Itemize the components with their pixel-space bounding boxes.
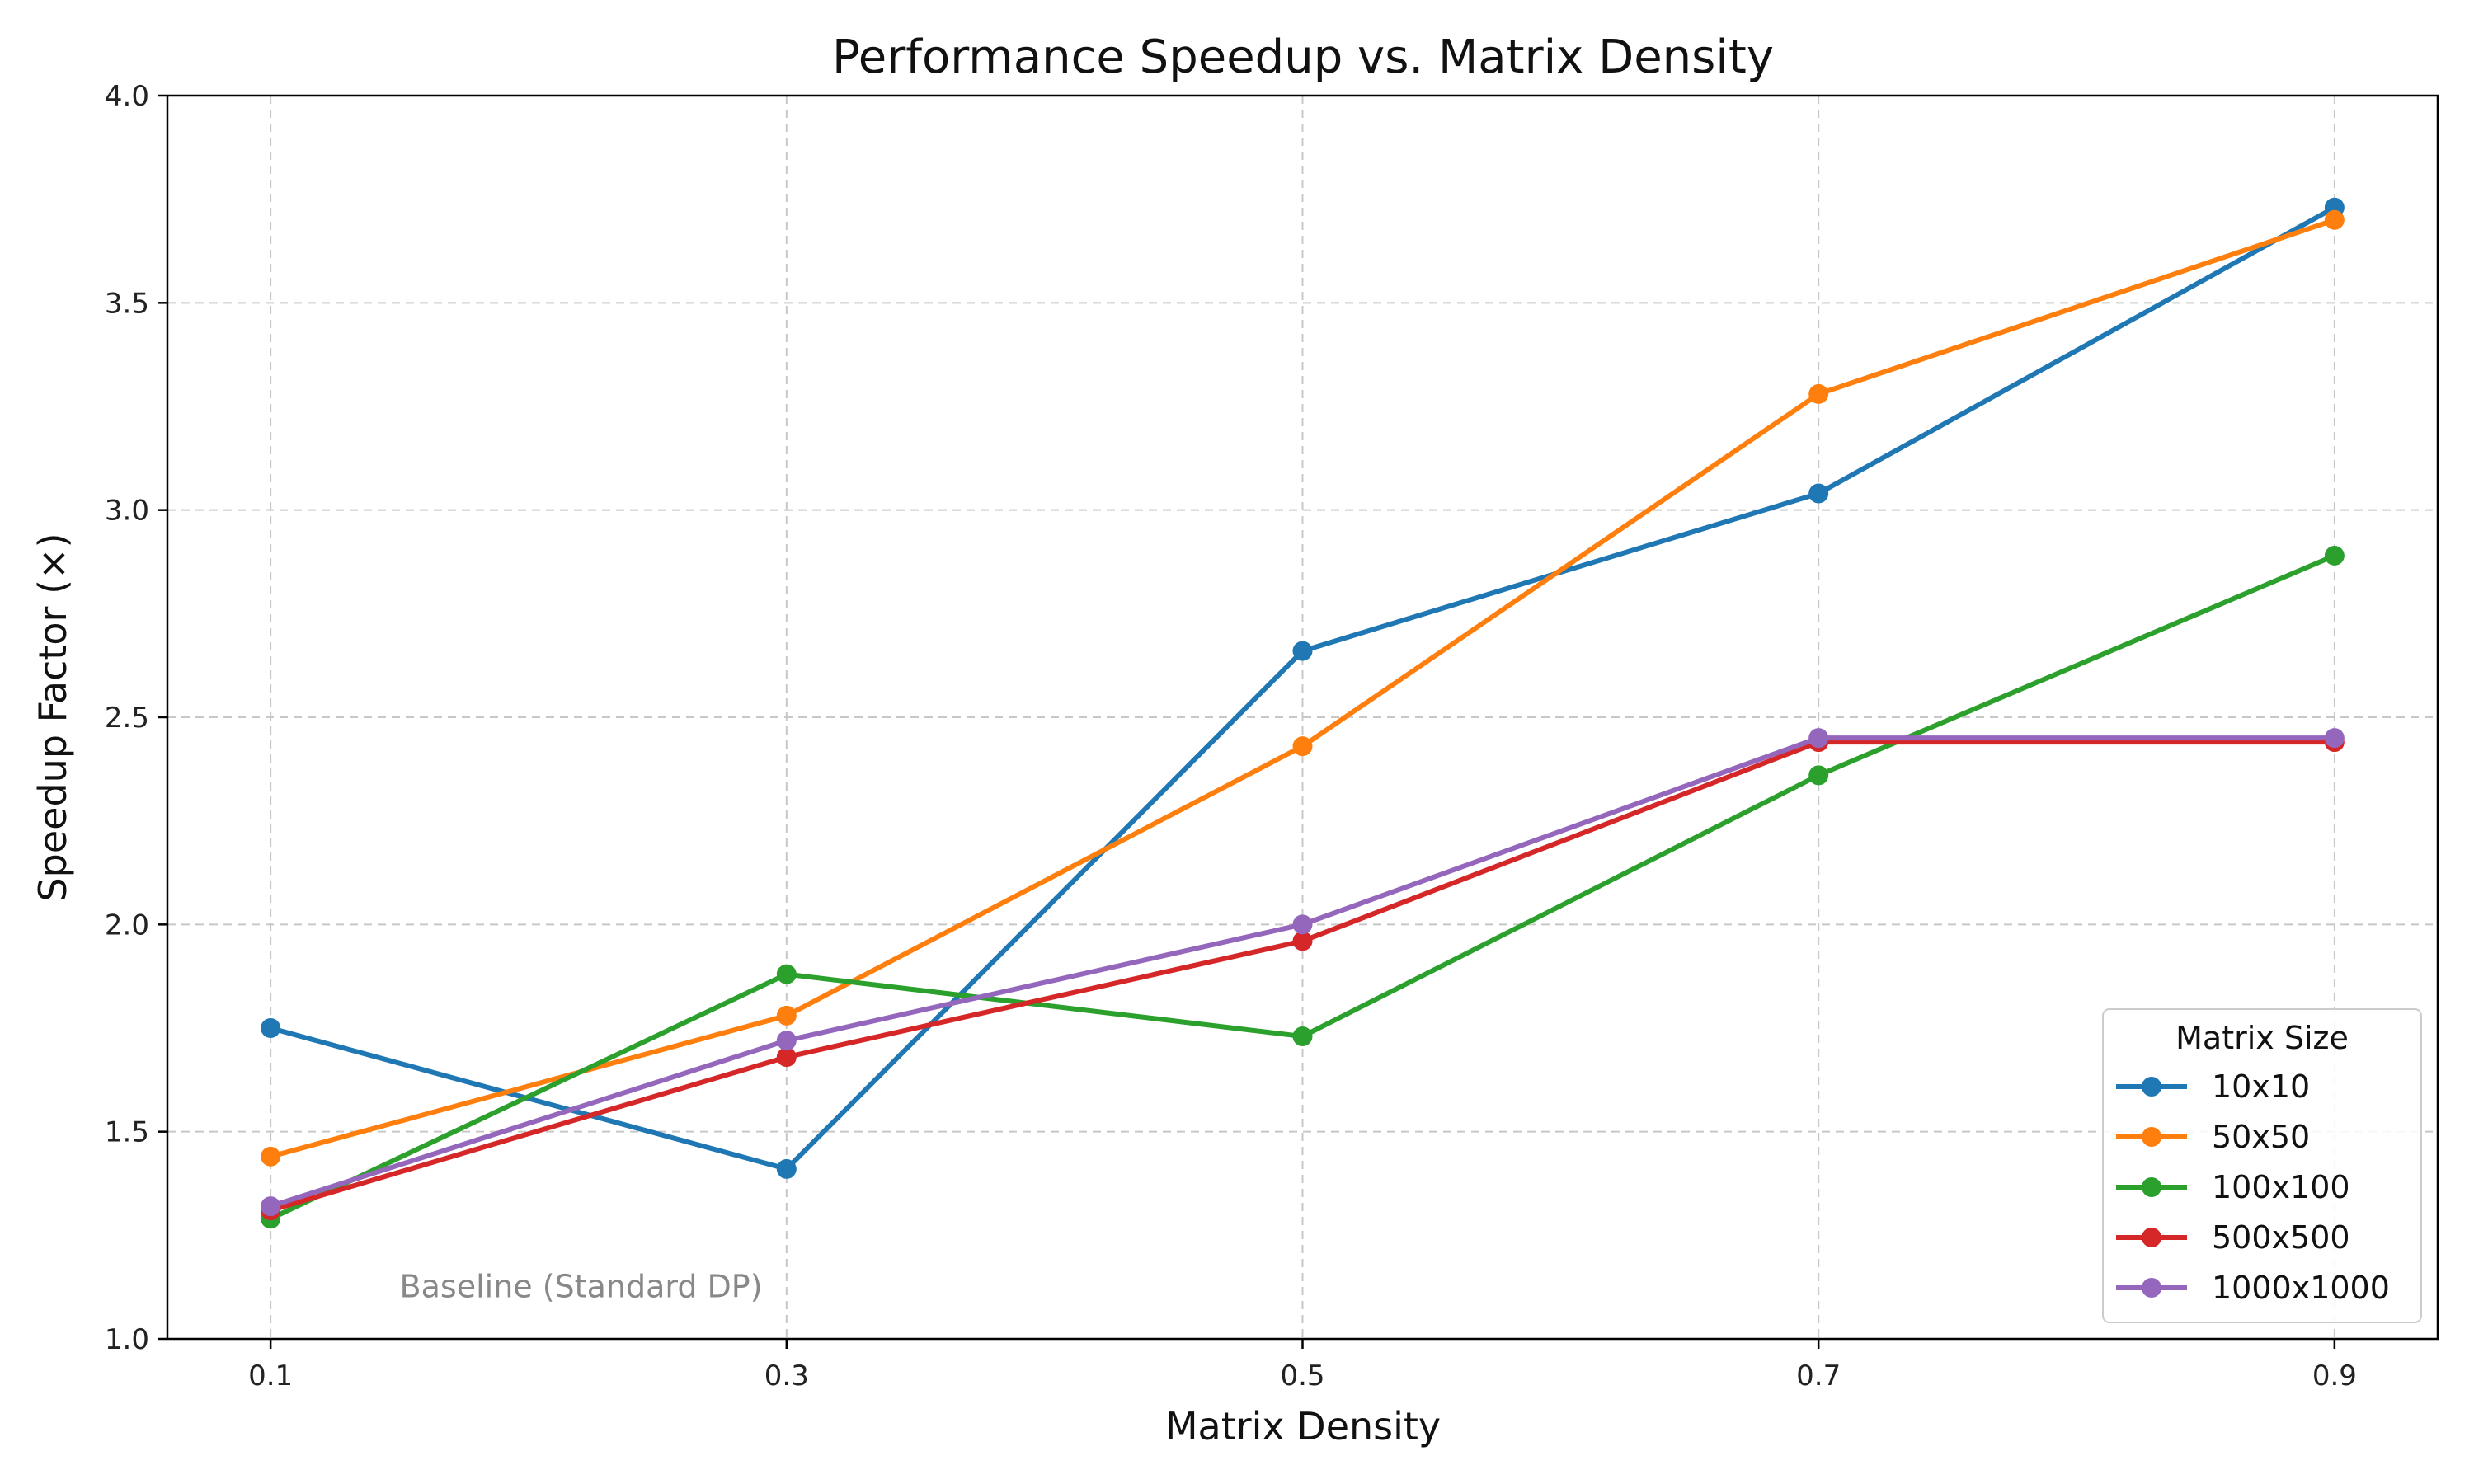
legend-label-1000x1000: 1000x1000 <box>2212 1270 2390 1306</box>
data-point-1000x1000 <box>776 1031 797 1051</box>
legend-marker-10x10 <box>2142 1077 2161 1097</box>
x-tick-label: 0.1 <box>248 1360 293 1392</box>
data-point-50x50 <box>776 1005 797 1026</box>
data-point-10x10 <box>261 1018 281 1038</box>
data-point-100x100 <box>776 964 797 984</box>
legend-label-500x500: 500x500 <box>2212 1219 2350 1256</box>
y-tick-label: 3.5 <box>105 287 149 320</box>
series-layer <box>261 197 2345 1229</box>
legend-label-50x50: 50x50 <box>2212 1119 2310 1155</box>
legend-title: Matrix Size <box>2175 1020 2349 1056</box>
x-tick-label: 0.3 <box>764 1360 809 1392</box>
data-point-500x500 <box>1292 931 1313 951</box>
legend-label-10x10: 10x10 <box>2212 1068 2310 1105</box>
data-point-50x50 <box>1292 736 1313 757</box>
data-point-50x50 <box>2324 209 2345 230</box>
data-point-1000x1000 <box>261 1196 281 1217</box>
y-tick-label: 3.0 <box>105 495 149 528</box>
y-axis-label: Speedup Factor (×) <box>31 533 75 901</box>
legend-marker-500x500 <box>2142 1228 2161 1247</box>
x-tick-label: 0.7 <box>1796 1360 1841 1392</box>
x-tick-label: 0.9 <box>2312 1360 2357 1392</box>
legend-marker-1000x1000 <box>2142 1278 2161 1298</box>
chart-title: Performance Speedup vs. Matrix Density <box>832 31 1774 84</box>
legend: Matrix Size 10x10 50x50 100x100 500x500 1000… <box>2102 1008 2422 1323</box>
data-point-500x500 <box>776 1047 797 1068</box>
legend-label-100x100: 100x100 <box>2212 1169 2350 1205</box>
x-tick-label: 0.5 <box>1280 1360 1324 1392</box>
legend-marker-100x100 <box>2142 1177 2161 1197</box>
y-tick-label: 1.5 <box>105 1116 149 1149</box>
data-point-1000x1000 <box>1808 728 1829 749</box>
data-point-10x10 <box>1292 641 1313 661</box>
data-point-100x100 <box>1808 765 1829 786</box>
data-point-50x50 <box>1808 383 1829 404</box>
y-tick-label: 1.0 <box>105 1323 149 1356</box>
legend-marker-50x50 <box>2142 1127 2161 1147</box>
data-point-100x100 <box>2324 545 2345 566</box>
data-point-100x100 <box>1292 1026 1313 1047</box>
x-axis-label: Matrix Density <box>1165 1404 1441 1449</box>
data-point-10x10 <box>776 1158 797 1179</box>
y-tick-label: 2.5 <box>105 702 149 735</box>
data-point-1000x1000 <box>2324 728 2345 749</box>
grid <box>167 95 2438 1340</box>
y-tick-label: 4.0 <box>105 80 149 113</box>
ticks: 0.1 0.3 0.5 0.7 0.9 1.0 1.5 2.0 2.5 3.0 3.5 4.0 <box>105 80 2357 1392</box>
baseline-annotation: Baseline (Standard DP) <box>400 1269 763 1305</box>
data-point-1000x1000 <box>1292 914 1313 935</box>
y-tick-label: 2.0 <box>105 909 149 942</box>
data-point-10x10 <box>1808 483 1829 504</box>
data-point-50x50 <box>261 1146 281 1167</box>
